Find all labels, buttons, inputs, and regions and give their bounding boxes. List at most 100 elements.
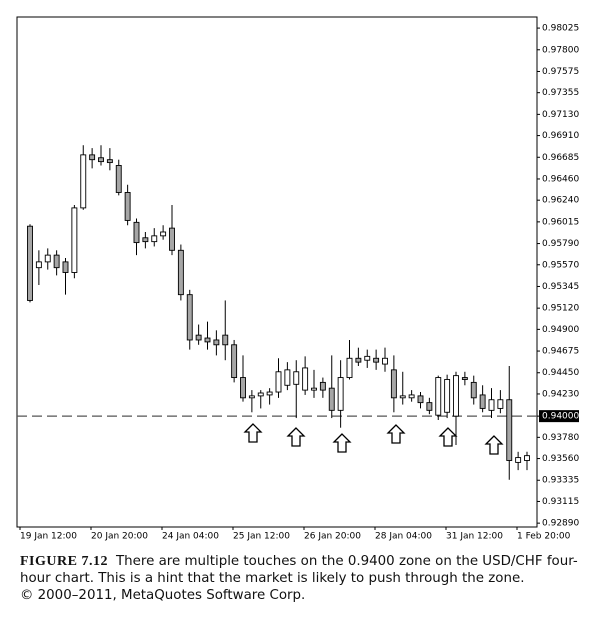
y-tick-label: 0.95570	[542, 260, 579, 270]
y-tick-label: 0.94675	[542, 347, 579, 357]
y-tick-label: 0.97800	[542, 45, 579, 55]
arrow	[286, 427, 306, 447]
y-tick-label: 0.95790	[542, 239, 579, 249]
candle-body	[453, 375, 459, 417]
candle-body	[284, 369, 291, 386]
candle-body	[470, 381, 477, 399]
arrow	[438, 427, 458, 447]
candle-body	[488, 399, 495, 411]
candle-body	[346, 357, 353, 379]
candle-body	[106, 159, 113, 164]
candle-body	[337, 377, 344, 411]
candle-body	[257, 392, 264, 397]
candle-body	[53, 254, 60, 269]
y-tick-label: 0.94900	[542, 325, 579, 335]
y-tick-label: 0.93115	[542, 497, 579, 507]
y-tick-label: 0.96015	[542, 217, 579, 227]
candle-body	[27, 225, 33, 301]
candle-body	[426, 402, 433, 411]
candle-body	[115, 165, 122, 193]
candle-body	[222, 334, 229, 346]
candle-body	[160, 231, 167, 237]
candle-body	[142, 237, 149, 243]
x-tick-label: 1 Feb 20:00	[517, 532, 571, 542]
y-tick-label: 0.94450	[542, 368, 579, 378]
candle-body	[186, 294, 193, 341]
candle-body	[524, 455, 530, 461]
arrow	[484, 435, 504, 455]
y-tick-label: 0.97130	[542, 110, 579, 120]
candle-body	[311, 387, 317, 391]
caption: FIGURE 7.12 There are multiple touches on…	[20, 553, 600, 604]
candle-body	[124, 192, 131, 221]
candle-body	[435, 377, 442, 416]
candle-body	[89, 154, 96, 161]
y-tick-label: 0.96685	[542, 153, 579, 163]
candle-body	[328, 387, 335, 411]
caption-text: There are multiple touches on the 0.9400…	[20, 554, 578, 586]
candle-body	[515, 457, 522, 463]
candle-body	[177, 249, 184, 296]
y-tick-label: 0.93780	[542, 433, 579, 443]
y-tick-label: 0.95345	[542, 282, 579, 292]
chart: 0.98025 0.97800 0.97575 0.97355 0.97130 0.969…	[16, 16, 579, 542]
candle-body	[408, 394, 415, 399]
y-tick-label: 0.95120	[542, 304, 579, 314]
arrow	[386, 424, 406, 444]
candle-body	[151, 235, 158, 243]
candle-body	[461, 377, 468, 380]
candle-body	[373, 357, 380, 363]
candle-body	[80, 154, 87, 209]
candle-body	[44, 254, 51, 263]
candle-body	[364, 355, 371, 361]
candle-body	[195, 334, 202, 341]
y-tick-label: 0.98025	[542, 24, 579, 34]
arrow	[243, 423, 263, 443]
x-tick-label: 20 Jan 20:00	[91, 532, 148, 542]
candle-body	[355, 357, 362, 363]
candle-body	[204, 337, 211, 343]
candle-body	[71, 207, 78, 273]
candle-body	[444, 379, 451, 413]
x-tick-label: 19 Jan 12:00	[20, 532, 77, 542]
candle-body	[98, 157, 104, 163]
candle-body	[62, 261, 69, 273]
candle-body	[213, 339, 220, 346]
figure-label: FIGURE 7.12	[20, 554, 108, 569]
x-tick-label: 28 Jan 04:00	[375, 532, 432, 542]
candle-body	[169, 227, 175, 251]
candle-body	[302, 367, 309, 391]
candle-body	[417, 395, 424, 404]
candle-body	[275, 371, 282, 393]
candle-body	[133, 221, 140, 244]
y-tick-label: 0.97575	[542, 67, 579, 77]
candle-body	[240, 377, 246, 399]
y-tick-label: 0.93335	[542, 476, 579, 486]
level-label-box	[539, 410, 579, 423]
y-tick-label: 0.92890	[542, 519, 579, 529]
y-tick-label: 0.94230	[542, 389, 579, 399]
x-tick-label: 24 Jan 04:00	[162, 532, 219, 542]
y-tick-label: 0.96910	[542, 131, 579, 141]
candle-body	[35, 261, 42, 269]
candle-body	[248, 395, 255, 399]
y-tick-label: 0.96460	[542, 174, 579, 184]
x-tick-label: 31 Jan 12:00	[446, 532, 503, 542]
y-tick-label: 0.93560	[542, 454, 579, 464]
y-tick-label: 0.97355	[542, 88, 579, 98]
candle-body	[266, 391, 273, 396]
y-tick-label: 0.96240	[542, 196, 579, 206]
y-tick-label: 0.94000	[542, 412, 579, 422]
candle-body	[319, 381, 326, 391]
x-tick-label: 25 Jan 12:00	[233, 532, 290, 542]
candle-body	[479, 394, 486, 409]
candle-body	[506, 399, 513, 461]
candle-body	[382, 357, 388, 365]
arrows	[243, 423, 504, 455]
candle-body	[399, 395, 406, 399]
x-tick-label: 26 Jan 20:00	[304, 532, 361, 542]
arrow	[332, 433, 352, 453]
candle-body	[293, 371, 300, 385]
candle-body	[390, 369, 397, 399]
